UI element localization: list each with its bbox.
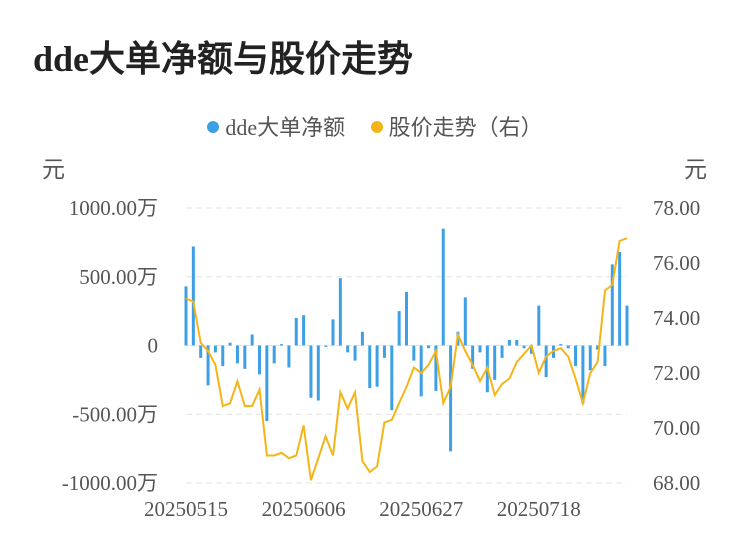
bar xyxy=(493,345,497,380)
bar xyxy=(610,264,614,346)
bar xyxy=(515,340,519,346)
bar xyxy=(375,345,379,387)
legend-item-bar[interactable]: dde大单净额 xyxy=(207,110,345,142)
bar xyxy=(397,311,401,346)
bar xyxy=(316,345,320,401)
bar xyxy=(221,345,225,367)
bar xyxy=(419,345,423,397)
bar xyxy=(507,340,511,346)
bar xyxy=(574,345,578,367)
bar xyxy=(382,345,386,358)
bar xyxy=(471,345,475,369)
bar xyxy=(544,345,548,378)
legend-item-line[interactable]: 股价走势（右） xyxy=(370,110,543,142)
bar xyxy=(625,305,629,346)
bar xyxy=(265,345,269,422)
bar xyxy=(596,345,600,350)
axes: 1000.00万 500.00万 0 -500.00万 -1000.00万 78.00 76… xyxy=(42,157,707,521)
bar xyxy=(559,344,563,346)
bar xyxy=(522,345,526,349)
right-tick-label: 70.00 xyxy=(653,416,700,440)
bar xyxy=(228,342,232,346)
bar xyxy=(346,345,350,353)
bar xyxy=(184,286,188,346)
bar xyxy=(368,345,372,389)
left-axis-unit: 元 xyxy=(42,157,65,182)
bar-series xyxy=(184,228,629,452)
right-axis-unit: 元 xyxy=(684,157,707,182)
bar xyxy=(478,345,482,353)
bar xyxy=(243,345,247,369)
bar xyxy=(405,291,408,346)
bar xyxy=(537,305,541,346)
left-tick-label: -1000.00万 xyxy=(62,471,158,495)
left-tick-label: 500.00万 xyxy=(79,265,158,289)
bar xyxy=(338,278,342,346)
bar xyxy=(309,345,313,398)
right-tick-label: 78.00 xyxy=(653,196,700,220)
bar xyxy=(360,331,364,346)
bar xyxy=(353,345,357,361)
left-tick-label: -500.00万 xyxy=(72,402,158,426)
bar xyxy=(294,318,298,346)
legend-bar-swatch xyxy=(207,121,220,133)
bar xyxy=(287,345,291,368)
bar xyxy=(250,334,254,346)
right-tick-label: 74.00 xyxy=(653,306,700,330)
bar xyxy=(581,345,585,404)
bar xyxy=(324,345,328,347)
bar xyxy=(588,345,592,371)
x-tick-label: 20250606 xyxy=(262,497,346,521)
left-tick-label: 1000.00万 xyxy=(69,196,158,220)
bar xyxy=(500,345,504,358)
right-tick-label: 76.00 xyxy=(653,251,700,275)
left-tick-label: 0 xyxy=(148,334,159,358)
right-tick-label: 72.00 xyxy=(653,361,700,385)
bar xyxy=(566,345,570,349)
chart-title: dde大单净额与股价走势 xyxy=(33,39,414,79)
bar xyxy=(302,315,306,346)
bar xyxy=(191,246,195,346)
bar xyxy=(463,297,467,346)
bar xyxy=(390,345,394,411)
bar xyxy=(603,345,607,367)
bar xyxy=(280,344,284,346)
bar xyxy=(529,345,533,354)
bar xyxy=(441,228,445,346)
x-tick-label: 20250718 xyxy=(497,497,581,521)
bar xyxy=(449,345,453,452)
legend-line-swatch xyxy=(370,121,383,133)
bar xyxy=(412,345,416,361)
bar xyxy=(206,345,210,386)
price-line xyxy=(185,237,628,481)
x-tick-label: 20250515 xyxy=(144,497,228,521)
x-tick-label: 20250627 xyxy=(379,497,463,521)
bar xyxy=(258,345,261,375)
bar xyxy=(272,345,276,364)
bar xyxy=(331,319,335,346)
bar xyxy=(427,345,431,349)
legend-bar-label: dde大单净额 xyxy=(225,115,346,140)
bar xyxy=(213,345,217,353)
legend-line-label: 股价走势（右） xyxy=(388,115,543,140)
right-tick-label: 68.00 xyxy=(653,471,700,495)
bar xyxy=(434,345,438,391)
bar xyxy=(618,252,622,346)
bar xyxy=(199,345,203,358)
legend: dde大单净额 股价走势（右） xyxy=(0,110,750,142)
bar xyxy=(235,345,239,364)
